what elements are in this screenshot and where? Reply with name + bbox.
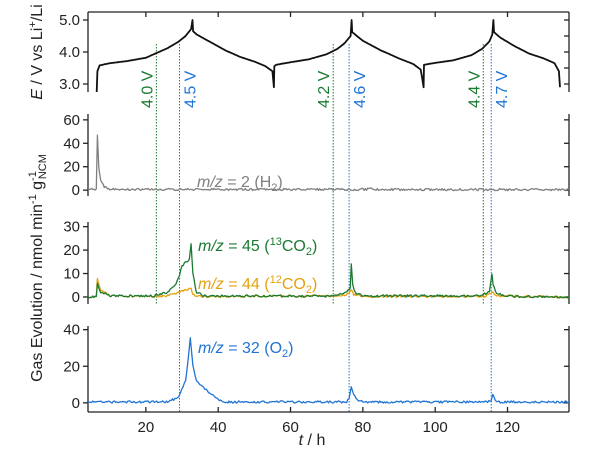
x-tick-label: 60 xyxy=(282,419,299,436)
marker-label: 4.2 V xyxy=(316,70,333,108)
y-tick-label: 0 xyxy=(72,289,80,306)
series-label-co2-12: m/z = 44 (12CO2) xyxy=(198,274,317,296)
y-tick-label: 20 xyxy=(63,358,80,375)
x-tick-label: 120 xyxy=(495,419,520,436)
x-tick-label: 100 xyxy=(423,419,448,436)
series-line-co2_12 xyxy=(87,277,570,299)
marker-label: 4.0 V xyxy=(139,70,156,108)
series-label-h2: m/z = 2 (H2) xyxy=(197,174,283,194)
series-line-h2 xyxy=(87,134,570,192)
x-tick-label: 80 xyxy=(355,419,372,436)
series-line-co2_13 xyxy=(87,243,570,299)
marker-label: 4.5 V xyxy=(182,70,199,108)
series-line-voltage xyxy=(95,19,561,93)
y-tick-label: 40 xyxy=(63,322,80,339)
y-axis-label-gas: Gas Evolution / nmol min-1 g-1NCM xyxy=(27,154,49,382)
series-lines xyxy=(87,19,570,404)
marker-label: 4.4 V xyxy=(466,70,483,108)
y-tick-label: 30 xyxy=(63,219,80,236)
y-tick-label: 40 xyxy=(63,135,80,152)
voltage-markers: 4.0 V 4.5 V 4.2 V 4.6 V 4.4 V 4.7 V xyxy=(139,44,511,412)
series-label-co2-13: m/z = 45 (13CO2) xyxy=(198,236,317,258)
y-tick-label: 0 xyxy=(72,182,80,199)
y-tick-label: 20 xyxy=(63,242,80,259)
series-label-o2: m/z = 32 (O2) xyxy=(198,340,294,360)
y-tick-label: 60 xyxy=(63,112,80,129)
y-tick-label: 3.0 xyxy=(59,76,80,93)
axes: 3.0 4.0 5.0 0 20 40 60 0 10 20 30 0 20 40 20 40 60 80 100 1… xyxy=(59,11,570,436)
y-tick-label: 0 xyxy=(72,395,80,412)
x-tick-label: 20 xyxy=(138,419,155,436)
marker-label: 4.6 V xyxy=(352,70,369,108)
marker-label: 4.7 V xyxy=(494,70,511,108)
y-tick-label: 10 xyxy=(63,266,80,283)
y-tick-label: 5.0 xyxy=(59,12,80,29)
y-tick-label: 4.0 xyxy=(59,44,80,61)
x-tick-label: 40 xyxy=(210,419,227,436)
y-tick-label: 20 xyxy=(63,159,80,176)
series-line-o2 xyxy=(87,337,570,404)
y-axis-label-voltage: E / V vs Li+/Li xyxy=(27,4,46,99)
x-axis-label: t / h xyxy=(299,432,326,449)
